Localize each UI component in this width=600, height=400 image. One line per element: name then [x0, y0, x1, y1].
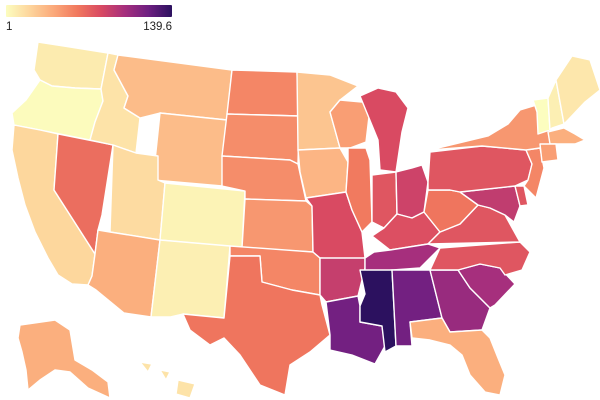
state-VT[interactable]	[532, 97, 551, 135]
legend-max-label: 139.6	[143, 21, 172, 33]
state-MA[interactable]	[547, 127, 586, 145]
state-CO[interactable]	[159, 182, 246, 249]
state-PA[interactable]	[427, 145, 533, 193]
state-KS[interactable]	[241, 198, 314, 253]
state-FL[interactable]	[409, 317, 506, 396]
state-NH[interactable]	[547, 79, 565, 131]
legend-color-bar	[6, 5, 172, 17]
state-DE[interactable]	[514, 185, 529, 207]
color-legend: 1 139.6	[6, 5, 172, 35]
state-UT[interactable]	[109, 144, 166, 241]
state-IL[interactable]	[345, 147, 373, 233]
state-MT[interactable]	[113, 54, 233, 121]
state-WI[interactable]	[329, 99, 371, 149]
state-NM[interactable]	[150, 239, 231, 319]
state-ME[interactable]	[555, 55, 600, 125]
state-AK[interactable]	[17, 319, 111, 399]
state-AZ[interactable]	[87, 229, 161, 318]
state-OH[interactable]	[395, 164, 429, 219]
legend-min-label: 1	[6, 21, 13, 33]
state-NY[interactable]	[429, 103, 553, 151]
state-TX[interactable]	[182, 255, 331, 396]
state-ND[interactable]	[226, 69, 300, 117]
state-MI[interactable]	[359, 87, 409, 173]
state-NC[interactable]	[429, 241, 531, 276]
state-HI[interactable]	[139, 361, 196, 399]
state-CT[interactable]	[539, 143, 559, 163]
state-TN[interactable]	[364, 243, 441, 273]
state-IA[interactable]	[297, 147, 349, 199]
state-WY[interactable]	[152, 112, 228, 187]
